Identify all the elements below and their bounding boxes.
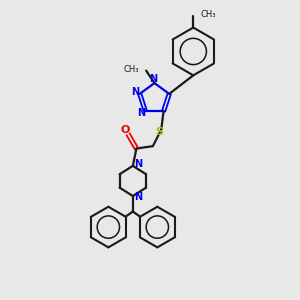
Text: N: N bbox=[149, 74, 158, 84]
Text: N: N bbox=[131, 87, 139, 97]
Text: N: N bbox=[134, 159, 142, 170]
Text: CH₃: CH₃ bbox=[123, 64, 139, 74]
Text: N: N bbox=[134, 193, 142, 202]
Text: CH₃: CH₃ bbox=[201, 10, 216, 19]
Text: O: O bbox=[121, 125, 130, 135]
Text: N: N bbox=[137, 108, 145, 118]
Text: S: S bbox=[155, 127, 163, 137]
